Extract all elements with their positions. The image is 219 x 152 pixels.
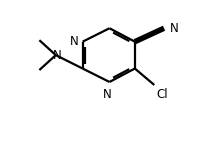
- Text: N: N: [170, 22, 179, 35]
- Text: N: N: [103, 88, 112, 101]
- Text: N: N: [53, 49, 62, 62]
- Text: N: N: [69, 35, 78, 48]
- Text: Cl: Cl: [157, 88, 168, 101]
